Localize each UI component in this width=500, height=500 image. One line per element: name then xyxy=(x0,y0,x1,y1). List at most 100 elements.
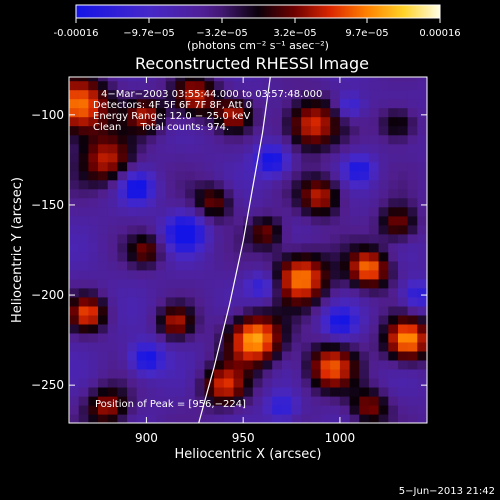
heatmap-cell xyxy=(107,414,118,423)
heatmap-cell xyxy=(146,107,157,118)
heatmap-cell xyxy=(117,206,128,217)
heatmap-cell xyxy=(272,314,283,325)
heatmap-cell xyxy=(117,242,128,253)
heatmap-cell xyxy=(98,197,109,208)
heatmap-cell xyxy=(175,77,186,82)
heatmap-cell xyxy=(252,314,264,325)
heatmap-cell xyxy=(223,161,235,172)
heatmap-cell xyxy=(272,414,283,423)
heatmap-cell xyxy=(417,77,427,82)
heatmap-cell xyxy=(310,125,322,136)
heatmap-cell xyxy=(233,341,244,352)
heatmap-cell xyxy=(252,269,264,280)
heatmap-cell xyxy=(146,242,157,253)
heatmap-cell xyxy=(175,197,186,208)
heatmap-cell xyxy=(368,287,380,298)
heatmap-cell xyxy=(398,396,409,406)
heatmap-cell xyxy=(252,251,264,262)
heatmap-cells xyxy=(69,77,427,423)
heatmap-cell xyxy=(223,152,235,163)
heatmap-cell xyxy=(88,134,99,145)
heatmap-cell xyxy=(214,89,225,100)
heatmap-cell xyxy=(98,359,109,370)
heatmap-cell xyxy=(156,287,167,298)
heatmap-cell xyxy=(272,179,283,190)
heatmap-cell xyxy=(272,260,283,271)
heatmap-cell xyxy=(359,89,370,100)
heatmap-cell xyxy=(398,77,409,82)
heatmap-cell xyxy=(359,269,370,280)
heatmap-cell xyxy=(78,242,89,253)
heatmap-cell xyxy=(301,350,312,361)
heatmap-cell xyxy=(417,260,427,271)
heatmap-cell xyxy=(165,206,177,217)
heatmap-cell xyxy=(291,251,302,262)
heatmap-cell xyxy=(272,77,283,82)
heatmap-cell xyxy=(291,215,302,226)
heatmap-cell xyxy=(243,278,254,289)
heatmap-cell xyxy=(359,107,370,118)
heatmap-cell xyxy=(252,134,264,145)
heatmap-cell xyxy=(204,260,215,271)
heatmap-cell xyxy=(252,414,264,423)
heatmap-cell xyxy=(107,80,118,91)
heatmap-cell xyxy=(233,350,244,361)
heatmap-cell xyxy=(291,323,302,334)
heatmap-cell xyxy=(185,314,196,325)
heatmap-cell xyxy=(252,368,264,379)
heatmap-cell xyxy=(281,377,293,388)
heatmap-cell xyxy=(98,251,109,262)
heatmap-cell xyxy=(417,359,427,370)
heatmap-cell xyxy=(127,314,138,325)
heatmap-cell xyxy=(262,332,273,343)
heatmap-cell xyxy=(388,170,399,181)
heatmap-cell xyxy=(243,80,254,91)
heatmap-cell xyxy=(98,188,109,199)
heatmap-cell xyxy=(388,125,399,136)
heatmap-cell xyxy=(378,377,389,388)
heatmap-cell xyxy=(349,414,360,423)
heatmap-cell xyxy=(156,368,167,379)
heatmap-cell xyxy=(136,287,147,298)
heatmap-cell xyxy=(69,197,80,208)
heatmap-cell xyxy=(233,242,244,253)
heatmap-cell xyxy=(281,143,293,154)
heatmap-cell xyxy=(233,89,244,100)
heatmap-cell xyxy=(98,77,109,82)
heatmap-cell xyxy=(407,251,418,262)
heatmap-cell xyxy=(368,125,380,136)
heatmap-cell xyxy=(359,260,370,271)
heatmap-cell xyxy=(88,224,99,235)
heatmap-cell xyxy=(156,80,167,91)
heatmap-cell xyxy=(214,269,225,280)
heatmap-cell xyxy=(175,161,186,172)
heatmap-cell xyxy=(388,134,399,145)
heatmap-cell xyxy=(349,197,360,208)
heatmap-cell xyxy=(398,161,409,172)
heatmap-cell xyxy=(243,287,254,298)
heatmap-cell xyxy=(156,323,167,334)
heatmap-cell xyxy=(320,323,331,334)
heatmap-cell xyxy=(291,350,302,361)
heatmap-cell xyxy=(127,80,138,91)
heatmap-cell xyxy=(398,125,409,136)
heatmap-cell xyxy=(146,161,157,172)
heatmap-cell xyxy=(98,179,109,190)
annotation-energy: Energy Range: 12.0 − 25.0 keV xyxy=(93,111,250,122)
heatmap-cell xyxy=(69,396,80,406)
heatmap-cell xyxy=(98,341,109,352)
heatmap-cell xyxy=(349,89,360,100)
heatmap-cell xyxy=(175,152,186,163)
heatmap-cell xyxy=(349,224,360,235)
heatmap-cell xyxy=(98,242,109,253)
heatmap-cell xyxy=(272,80,283,91)
heatmap-cell xyxy=(349,98,360,109)
heatmap-cell xyxy=(156,107,167,118)
heatmap-cell xyxy=(98,260,109,271)
heatmap-cell xyxy=(349,77,360,82)
heatmap-cell xyxy=(281,278,293,289)
heatmap-cell xyxy=(339,161,351,172)
heatmap-cell xyxy=(388,323,399,334)
heatmap-cell xyxy=(175,98,186,109)
heatmap-cell xyxy=(301,77,312,82)
